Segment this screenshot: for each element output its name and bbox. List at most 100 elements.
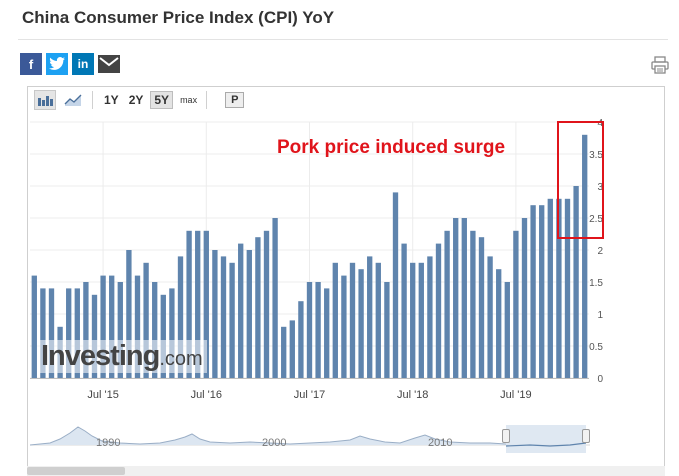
page-title: China Consumer Price Index (CPI) YoY [22,8,335,27]
bar-chart-toggle[interactable] [34,90,56,110]
y-tick-label: 4 [597,118,603,129]
toolbar-divider [92,91,93,109]
y-tick-label: 0 [597,374,603,385]
cpi-bar[interactable] [358,269,364,378]
cpi-bar[interactable] [582,134,588,378]
cpi-bar[interactable] [169,288,175,378]
cpi-bar[interactable] [315,282,321,378]
x-tick-label: Jul '15 [87,389,118,401]
cpi-bar[interactable] [195,230,201,378]
range-navigator[interactable]: 1990 2000 2010 [30,421,590,455]
range-1y-button[interactable]: 1Y [104,93,119,107]
cpi-bar[interactable] [341,275,347,378]
cpi-bar[interactable] [238,243,244,378]
line-chart-toggle[interactable] [62,90,84,110]
y-tick-label: 0.5 [589,342,603,353]
cpi-bar[interactable] [324,288,330,378]
cpi-bar[interactable] [306,282,313,378]
cpi-bar[interactable] [289,320,295,378]
cpi-bar[interactable] [521,218,528,378]
cpi-bar[interactable] [547,198,553,378]
cpi-bar[interactable] [48,288,55,378]
cpi-bar[interactable] [478,237,485,378]
cpi-bar[interactable] [444,230,450,378]
cpi-bar[interactable] [418,262,424,378]
cpi-bar[interactable] [212,250,218,378]
cpi-bar[interactable] [109,275,115,378]
cpi-bar[interactable] [220,256,227,378]
cpi-bar[interactable] [31,275,37,378]
cpi-bar[interactable] [203,230,209,378]
y-tick-label: 2 [597,246,603,257]
cpi-bar[interactable] [496,269,502,378]
cpi-bar[interactable] [470,230,476,378]
x-tick-label: Jul '17 [294,389,325,401]
range-5y-button[interactable]: 5Y [150,91,174,109]
cpi-bar[interactable] [263,230,270,378]
cpi-bar[interactable] [564,198,571,378]
cpi-bar[interactable] [367,256,373,378]
cpi-bar[interactable] [427,256,433,378]
cpi-bar[interactable] [177,256,184,378]
cpi-bar[interactable] [40,288,46,378]
cpi-bar[interactable] [513,230,519,378]
cpi-bar[interactable] [117,282,123,378]
cpi-bar[interactable] [160,294,166,378]
cpi-bar[interactable] [186,230,192,378]
cpi-bar[interactable] [410,262,416,378]
cpi-bar[interactable] [272,218,278,378]
twitter-share-button[interactable] [46,53,68,75]
x-tick-label: Jul '19 [500,389,531,401]
range-max-button[interactable]: max [180,95,198,105]
navigator-sparkline [30,425,590,453]
share-bar: f in [20,53,120,75]
cpi-bar[interactable] [246,250,252,378]
cpi-bar[interactable] [453,218,459,378]
p-button[interactable]: P [225,92,245,108]
cpi-bar[interactable] [281,326,287,378]
facebook-icon: f [28,56,34,72]
cpi-bar[interactable] [392,192,399,378]
cpi-bar[interactable] [401,243,407,378]
cpi-bar[interactable] [349,262,356,378]
cpi-bar[interactable] [100,275,106,378]
cpi-bar[interactable] [384,282,390,378]
cpi-bar[interactable] [487,256,493,378]
cpi-bar[interactable] [539,205,545,378]
cpi-bar[interactable] [83,282,89,378]
title-divider [18,39,668,40]
cpi-bar[interactable] [298,301,304,378]
email-share-button[interactable] [98,53,120,75]
print-icon[interactable] [651,56,669,74]
range-2y-button[interactable]: 2Y [128,93,144,107]
cpi-bar[interactable] [143,262,149,378]
watermark-suffix: .com [159,348,203,370]
linkedin-icon: in [77,57,89,71]
cpi-bar[interactable] [134,275,141,378]
cpi-bar[interactable] [152,282,158,378]
bar-chart-icon [38,96,53,106]
navigator-right-handle[interactable] [582,429,590,443]
cpi-bar[interactable] [504,282,510,378]
cpi-bar[interactable] [126,250,132,378]
annotation-highlight-box [557,121,604,239]
navigator-left-handle[interactable] [502,429,510,443]
cpi-bar[interactable] [556,198,562,378]
cpi-bar[interactable] [530,205,536,378]
facebook-share-button[interactable]: f [20,53,42,75]
y-tick-label: 1 [597,310,603,321]
cpi-bar[interactable] [332,262,338,378]
linkedin-share-button[interactable]: in [72,53,94,75]
cpi-bar[interactable] [91,294,98,378]
cpi-bar[interactable] [229,262,235,378]
cpi-bar[interactable] [74,288,80,378]
chart-scrollbar[interactable] [27,466,665,476]
cpi-bar[interactable] [435,243,442,378]
cpi-bar[interactable] [461,218,467,378]
cpi-bar[interactable] [573,186,579,378]
navigator-label-2000: 2000 [262,437,287,449]
cpi-bar[interactable] [375,262,381,378]
cpi-bar[interactable] [66,288,72,378]
cpi-bar[interactable] [255,237,261,378]
scrollbar-thumb[interactable] [27,467,125,475]
